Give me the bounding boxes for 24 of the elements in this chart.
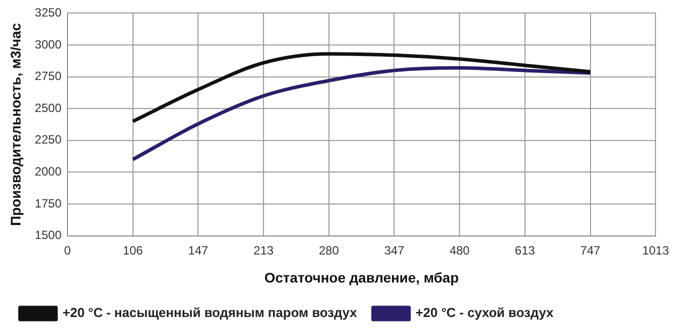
legend-label: +20 °C - сухой воздух xyxy=(416,305,554,320)
x-tick-label: 106 xyxy=(122,243,144,258)
x-tick-label: 0 xyxy=(64,243,72,258)
x-tick-label: 747 xyxy=(580,243,601,258)
y-tick-label: 2500 xyxy=(34,100,62,115)
y-tick-label: 1500 xyxy=(34,228,62,242)
y-axis-title: Производительность, м3/час xyxy=(7,22,24,226)
y-tick-label: 2000 xyxy=(34,164,62,179)
x-tick-label: 280 xyxy=(318,243,340,258)
x-tick-label: 147 xyxy=(188,243,209,258)
line-series xyxy=(131,52,592,124)
x-axis-title: Остаточное давление, мбар xyxy=(264,269,459,286)
x-tick-label: 480 xyxy=(450,243,470,258)
line-series xyxy=(131,66,592,162)
x-tick-label: 1013 xyxy=(642,243,670,258)
y-tick-label: 3000 xyxy=(34,37,62,52)
y-tick-label: 2750 xyxy=(34,69,62,84)
y-tick-label: 3250 xyxy=(34,6,62,20)
x-tick-label: 213 xyxy=(254,243,274,258)
legend-label: +20 °C - насыщенный водяным паром воздух xyxy=(62,305,358,320)
y-tick-label: 2250 xyxy=(34,132,62,147)
y-tick-label: 1750 xyxy=(34,196,62,210)
x-tick-label: 347 xyxy=(384,243,405,258)
x-tick-label: 613 xyxy=(514,243,536,258)
